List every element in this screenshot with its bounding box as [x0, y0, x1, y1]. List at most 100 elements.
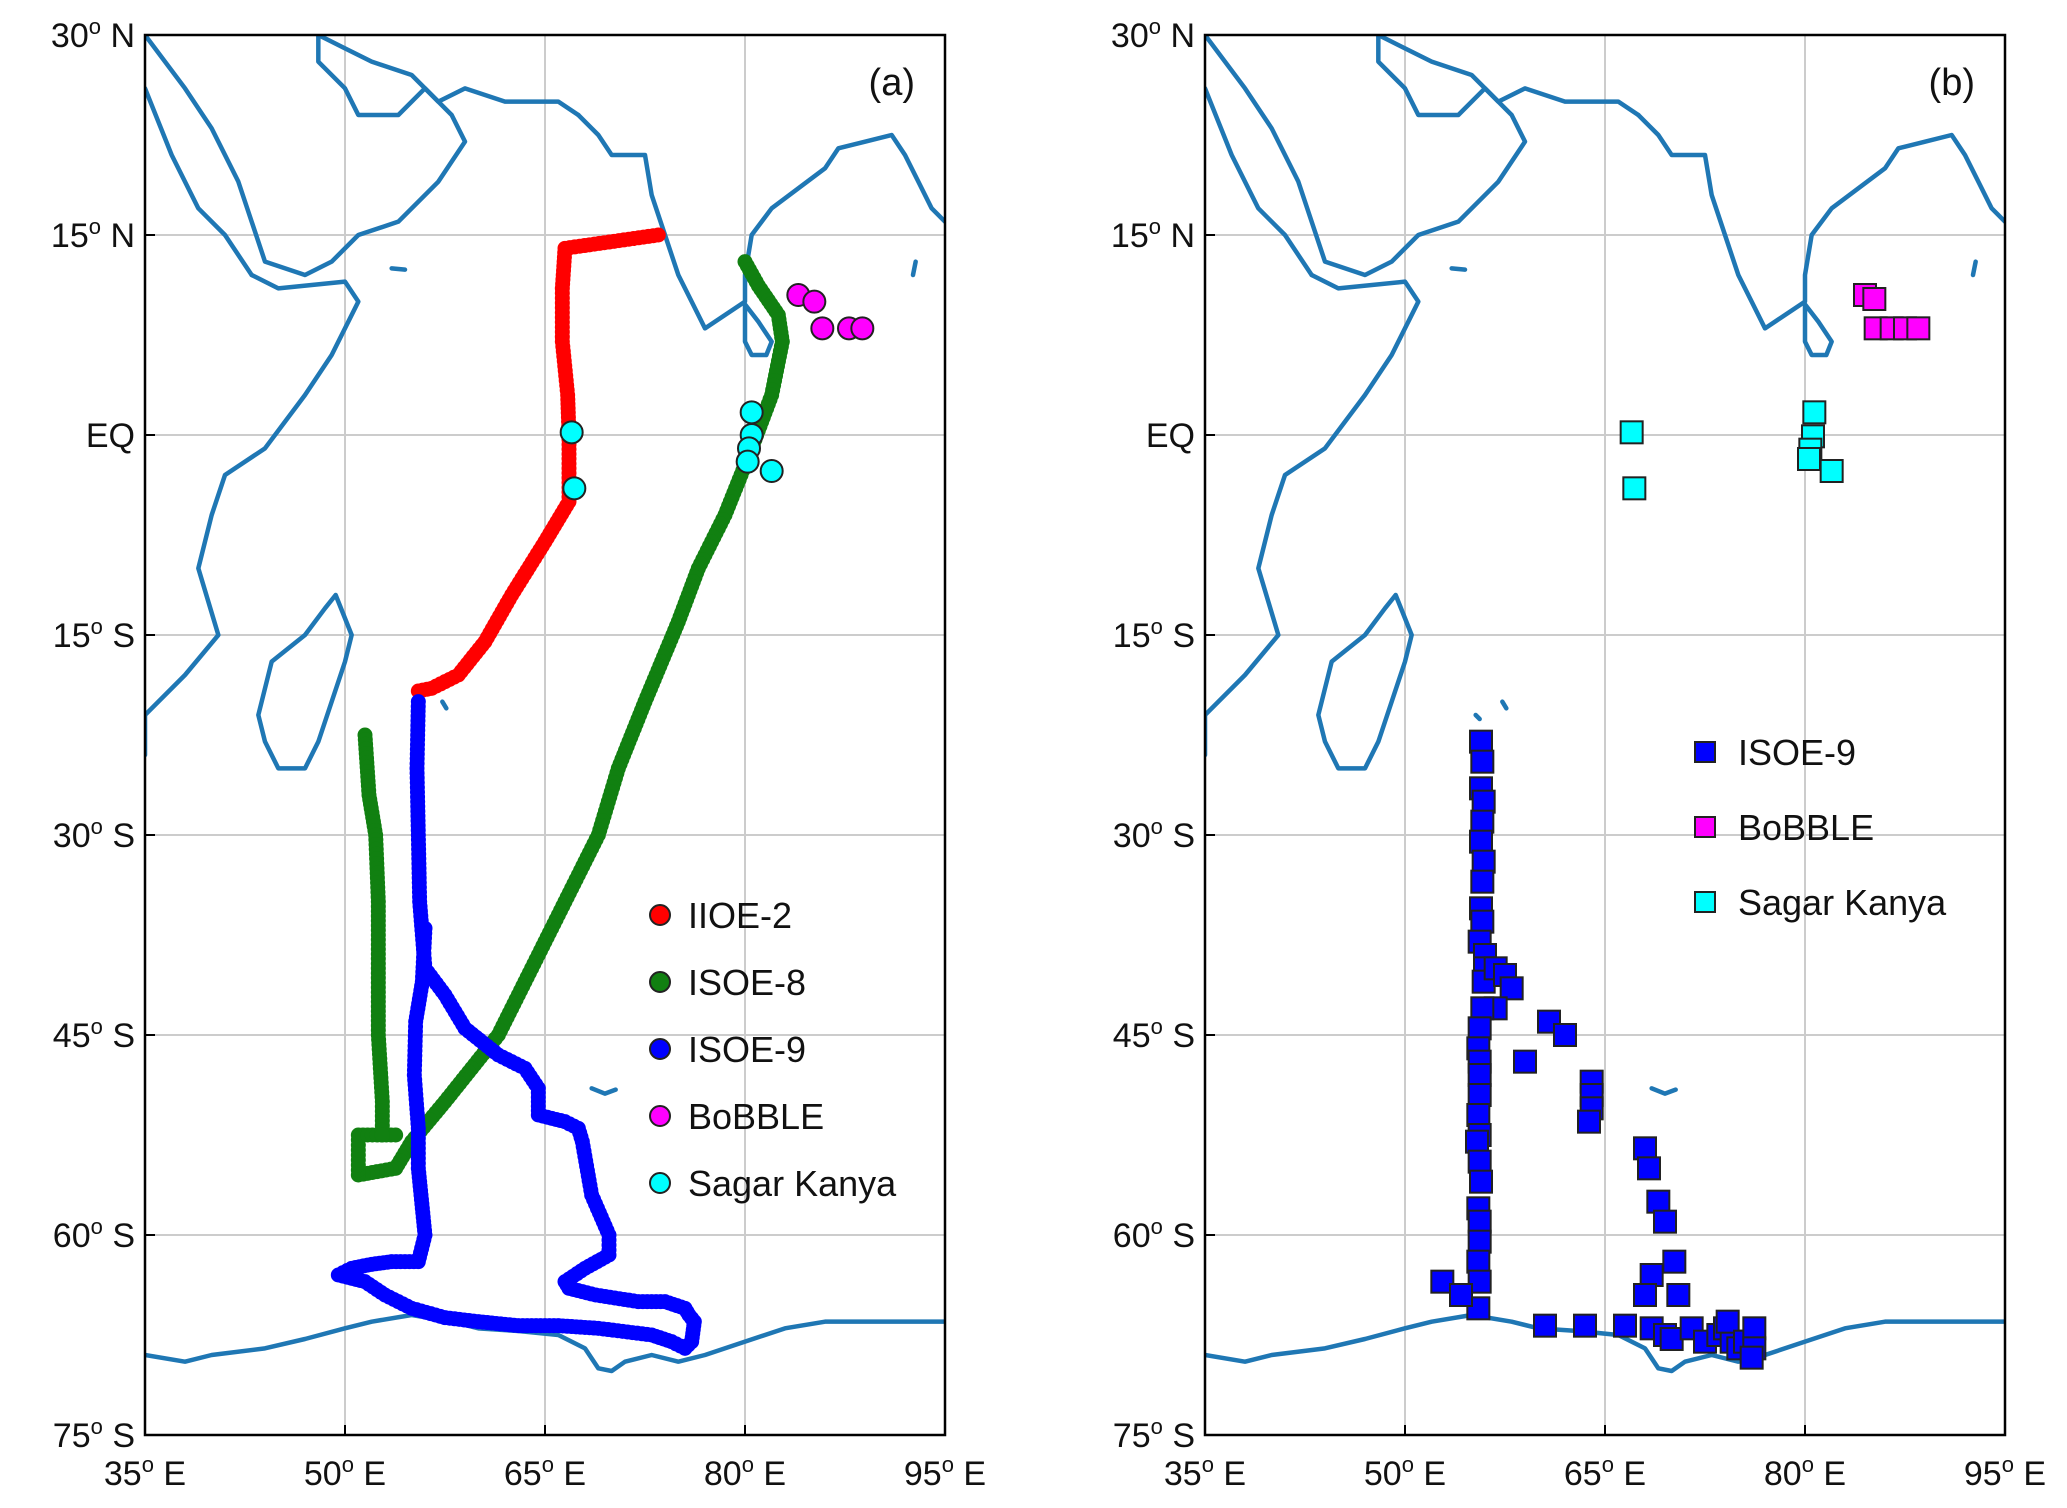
station-marker: [1715, 1309, 1740, 1334]
y-tick-label: 30o N: [1111, 14, 1195, 55]
station-marker: [1469, 1169, 1493, 1194]
map-panel-b: 35o E 50o E 65o E 80o E 95o E 30o N 15o N EQ 15o…: [1111, 14, 2046, 1493]
station-marker: [1613, 1313, 1637, 1338]
kerguelen-island: [1649, 1086, 1678, 1096]
series-bobble: [1853, 283, 1931, 341]
legend-marker: [649, 1172, 671, 1194]
y-tick-label: 60o S: [1113, 1214, 1195, 1255]
station-marker: [1467, 1016, 1492, 1041]
legend-label: ISOE-9: [1738, 732, 1856, 773]
y-tick-label: 15o S: [1113, 614, 1195, 655]
sri-lanka: [742, 302, 774, 358]
station-marker: [1467, 1083, 1492, 1107]
legend: ISOE-9 BoBBLE Sagar Kanya: [1694, 732, 1947, 923]
track-point: [388, 1127, 404, 1143]
station-marker: [1469, 729, 1493, 754]
station-marker: [1467, 1229, 1492, 1254]
station-marker: [1653, 1209, 1677, 1234]
y-tick-label: 15o N: [1111, 214, 1195, 255]
station-marker: [1471, 849, 1496, 874]
station-marker: [1470, 996, 1495, 1021]
series-iioe-2: [410, 227, 666, 699]
track-point: [417, 920, 433, 936]
y-tick-label: EQ: [1146, 417, 1195, 455]
socotra-island: [389, 266, 408, 272]
station-marker: [1466, 1103, 1491, 1127]
station-marker: [1577, 1109, 1601, 1134]
station-marker: [1906, 316, 1931, 341]
x-tick-label: 50o E: [304, 1452, 386, 1493]
series-sagar-kanya: [1619, 400, 1844, 501]
station-marker: [802, 289, 827, 314]
station-marker: [1513, 1049, 1537, 1074]
station-marker: [1633, 1136, 1657, 1161]
legend-label: BoBBLE: [1738, 807, 1874, 848]
station-marker: [1471, 789, 1496, 814]
x-tick-label: 35o E: [104, 1452, 186, 1493]
legend: IIOE-2 ISOE-8 ISOE-9 BoBBLE Sagar Kanya: [649, 895, 897, 1204]
legend-marker: [649, 1038, 671, 1060]
station-marker: [1466, 1249, 1491, 1274]
legend-label: BoBBLE: [688, 1096, 824, 1137]
arabia-africa-coast: [1205, 35, 1528, 278]
station-marker: [1646, 1189, 1671, 1214]
y-tick-label: 75o S: [1113, 1414, 1195, 1455]
station-marker: [1467, 1149, 1492, 1174]
station-marker: [1797, 447, 1821, 471]
y-tick-label: 30o N: [51, 14, 135, 55]
station-marker: [562, 476, 587, 501]
station-marker: [1742, 1316, 1767, 1341]
station-marker: [1659, 1327, 1684, 1351]
station-marker: [559, 420, 584, 445]
x-tick-label: 35o E: [1164, 1452, 1246, 1493]
andaman-island: [1970, 259, 1978, 278]
station-marker: [1469, 829, 1493, 854]
persian-gulf: [1376, 35, 1641, 118]
legend-label: ISOE-8: [688, 962, 806, 1003]
kerguelen-island: [589, 1086, 618, 1096]
legend-marker: [649, 971, 671, 993]
horn-africa-coast: [145, 272, 361, 758]
station-marker: [759, 459, 784, 483]
station-marker: [1819, 459, 1844, 483]
persian-gulf: [316, 35, 581, 118]
data-series: [1430, 283, 1931, 1370]
socotra-island: [1449, 266, 1468, 272]
legend-label: ISOE-9: [688, 1029, 806, 1070]
legend-marker: [649, 904, 671, 926]
series-bobble: [786, 283, 875, 341]
station-marker: [1862, 287, 1887, 311]
station-marker: [1739, 1345, 1764, 1370]
x-tick-label: 65o E: [504, 1452, 586, 1493]
y-tick-label: 60o S: [53, 1214, 135, 1255]
station-marker: [1467, 1269, 1492, 1294]
legend-label: Sagar Kanya: [1738, 882, 1947, 923]
station-marker: [1470, 869, 1495, 894]
legend-label: IIOE-2: [688, 895, 792, 936]
station-marker: [1633, 1283, 1657, 1307]
tick-labels: 35o E 50o E 65o E 80o E 95o E 30o N 15o N EQ 15o…: [1111, 14, 2046, 1493]
station-marker: [1639, 1263, 1664, 1287]
station-marker: [1637, 1156, 1661, 1181]
reunion-island: [1473, 712, 1482, 722]
station-marker: [810, 316, 835, 341]
antarctica-coast: [145, 1312, 945, 1374]
station-marker: [1533, 1313, 1557, 1338]
y-tick-label: 75o S: [53, 1414, 135, 1455]
y-tick-label: EQ: [86, 417, 135, 455]
station-marker: [739, 400, 764, 425]
madagascar: [256, 592, 354, 771]
legend-marker: [1694, 741, 1716, 763]
series-isoe-9: [330, 694, 702, 1356]
y-tick-label: 30o S: [53, 814, 135, 855]
station-marker: [1666, 1283, 1691, 1307]
antarctica-coast: [1205, 1312, 2005, 1374]
x-tick-label: 80o E: [1764, 1452, 1846, 1493]
india-coast: [1636, 112, 2005, 331]
legend-marker: [649, 1105, 671, 1127]
x-tick-label: 95o E: [1964, 1452, 2046, 1493]
station-marker: [1465, 1129, 1489, 1154]
panel-label: (a): [869, 62, 915, 104]
station-marker: [1470, 809, 1495, 834]
